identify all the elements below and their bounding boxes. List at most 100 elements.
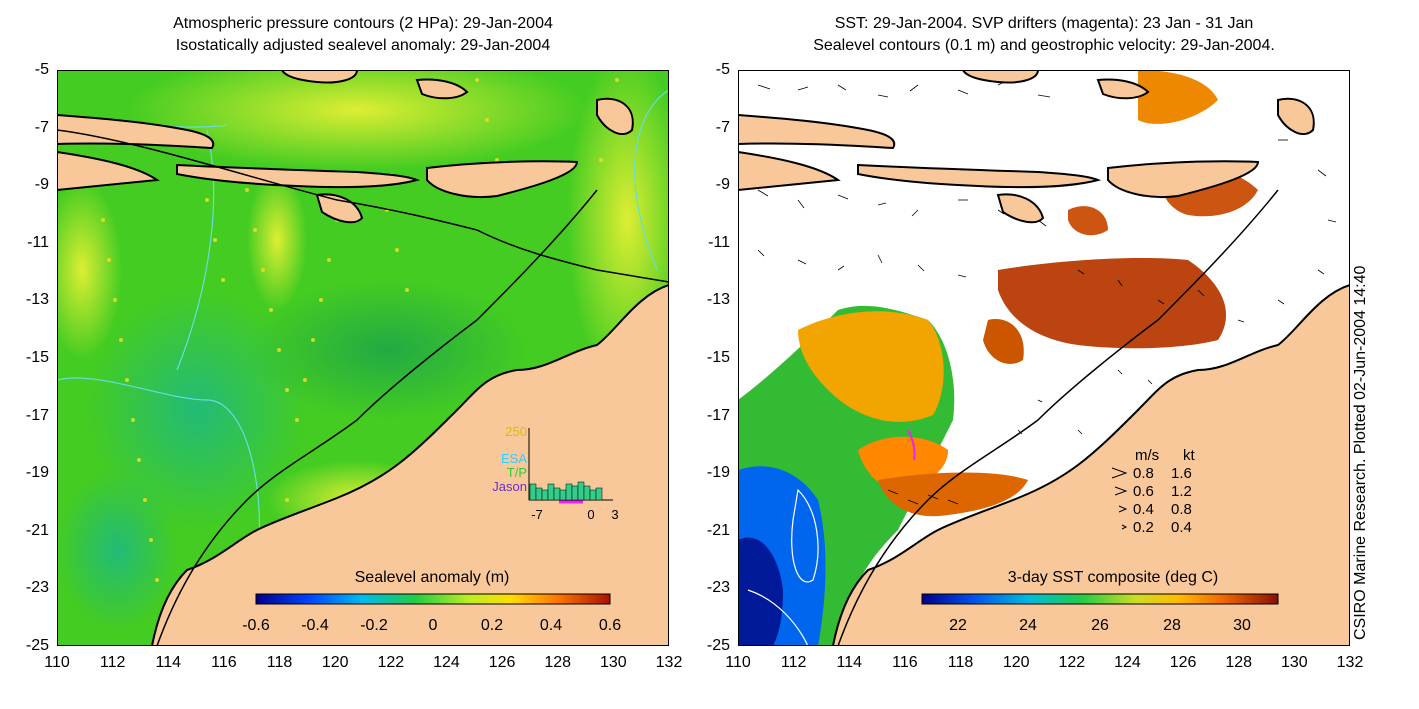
inset-x-label-3: 3 [611,507,618,522]
left-colorbar-ticks: -0.6 -0.4 -0.2 0 0.2 0.4 0.6 [242,617,621,634]
left-lat-tick-label: -9 [34,176,49,194]
sst-patches [738,70,1258,646]
right-colorbar-tick: 26 [1091,617,1109,634]
velocity-key-header-kt: kt [1183,447,1196,464]
right-lat-tick-label: -13 [706,291,730,309]
left-lat-tick-label: -15 [25,349,49,366]
velocity-key-kt: 0.8 [1171,501,1192,518]
anomaly-high-central [247,170,307,310]
right-map-panel: m/s kt 0.8 1.6 0.6 1.2 0.4 0.8 0.2 0.4 3… [737,69,1351,647]
right-colorbar-label: 3-day SST composite (deg C) [1008,569,1218,586]
right-lat-tick-label: -11 [708,233,730,251]
right-lat-tick-label: -7 [715,118,730,136]
left-lon-tick-label: 118 [266,654,293,671]
shelf-edge [56,129,670,283]
right-lat-tick-label: -21 [706,521,730,539]
right-colorbar-tick: 24 [1019,617,1037,634]
left-lon-tick-label: 126 [488,654,516,671]
velocity-key-arrow [1111,467,1128,479]
left-colorbar-tick: -0.4 [301,617,329,634]
left-lon-tick-label: 116 [211,654,237,671]
inset-histogram: 250 ESA T/P Jason -7 0 3 [492,424,618,522]
left-lat-tick-label: -11 [27,233,49,251]
right-lat-tick-label: -23 [706,579,730,597]
inset-legend-tp: T/P [507,465,527,480]
right-lat-tick-label: -15 [706,349,730,366]
right-colorbar [921,593,1279,605]
right-lon-tick-label: 120 [1002,654,1030,671]
velocity-key-kt: 1.6 [1171,465,1192,482]
velocity-key-arrow [1114,486,1128,496]
inset-x-label-neg7: -7 [531,507,543,522]
right-lat-tick-label: -25 [706,637,730,654]
velocity-key-arrow [1121,524,1128,530]
left-lon-tick-label: 130 [600,654,627,671]
right-lon-tick-label: 132 [1336,654,1364,671]
sealevel-contours [747,488,819,647]
left-title-line1: Atmospheric pressure contours (2 HPa): 2… [173,15,553,32]
velocity-key: m/s kt 0.8 1.6 0.6 1.2 0.4 0.8 0.2 0.4 [1111,447,1196,536]
inset-x-label-0: 0 [587,507,594,522]
velocity-key-header-ms: m/s [1135,447,1159,464]
left-colorbar-label: Sealevel anomaly (m) [355,569,510,586]
left-map-frame [57,70,669,646]
left-map: 250 ESA T/P Jason -7 0 3 Sealevel anomal… [42,50,687,647]
right-colorbar-ticks: 22 24 26 28 30 [949,617,1251,634]
right-lat-tick-label: -19 [706,464,730,482]
velocity-key-ms: 0.8 [1133,465,1154,482]
right-lat-tick-label: -17 [706,406,730,424]
velocity-key-ms: 0.2 [1133,519,1154,536]
left-lat-tick-label: -21 [25,521,49,539]
right-map: m/s kt 0.8 1.6 0.6 1.2 0.4 0.8 0.2 0.4 3… [737,69,1351,647]
velocity-key-ms: 0.6 [1133,483,1154,500]
left-colorbar [255,593,611,605]
left-lat-tick-label: -19 [25,464,49,482]
left-lat-tick-label: -13 [25,291,49,309]
left-colorbar-tick: 0.6 [599,617,621,634]
velocity-key-kt: 1.2 [1171,483,1192,500]
right-colorbar-tick: 22 [949,617,967,634]
left-colorbar-tick: 0.4 [540,617,562,634]
anomaly-high-north [127,50,587,170]
right-lon-tick-label: 116 [892,654,918,671]
right-lat-tick-label: -9 [715,176,730,194]
left-title-line2: Isostatically adjusted sealevel anomaly:… [175,37,551,54]
left-lon-tick-label: 120 [321,654,349,671]
right-lon-tick-label: 110 [725,654,751,671]
right-lon-tick-label: 128 [1225,654,1253,671]
right-lon-tick-label: 114 [836,654,863,671]
right-lon-tick-label: 124 [1114,654,1141,671]
left-map-panel: 250 ESA T/P Jason -7 0 3 Sealevel anomal… [42,50,687,647]
right-map-frame [738,70,1350,646]
right-lat-tick-label: -5 [715,61,730,78]
left-colorbar-tick: -0.2 [360,617,388,634]
land-masses [56,69,670,647]
left-lat-tick-label: -7 [34,118,49,136]
right-lon-tick-label: 118 [947,654,974,671]
velocity-key-kt: 0.4 [1171,519,1192,536]
shelf-edge-right [837,189,1279,647]
left-lon-tick-label: 112 [99,654,126,671]
shelf-edge-south [156,189,598,647]
left-colorbar-tick: -0.6 [242,617,270,634]
left-lon-tick-label: 132 [655,654,683,671]
anomaly-low-southwest [57,470,177,630]
left-lat-tick-label: -5 [34,61,49,78]
right-title-line2: Sealevel contours (0.1 m) and geostrophi… [813,37,1275,54]
left-lat-tick-label: -17 [25,406,49,424]
anomaly-high-west [42,180,122,360]
left-lon-tick-label: 124 [433,654,460,671]
left-lon-tick-label: 114 [155,654,182,671]
right-title-line1: SST: 29-Jan-2004. SVP drifters (magenta)… [834,15,1254,32]
velocity-key-ms: 0.4 [1133,501,1154,518]
plot-credit: CSIRO Marine Research. Plotted 02-Jun-20… [1352,265,1369,640]
land-masses-right [737,69,1351,647]
right-lon-tick-label: 130 [1281,654,1308,671]
anomaly-mid-dark [247,280,527,420]
right-lon-tick-label: 112 [780,654,807,671]
left-lat-tick-label: -25 [25,637,49,654]
inset-legend-jason: Jason [492,479,527,494]
right-lon-tick-label: 122 [1058,654,1086,671]
inset-bars [529,481,603,501]
velocity-key-arrow [1118,505,1128,513]
